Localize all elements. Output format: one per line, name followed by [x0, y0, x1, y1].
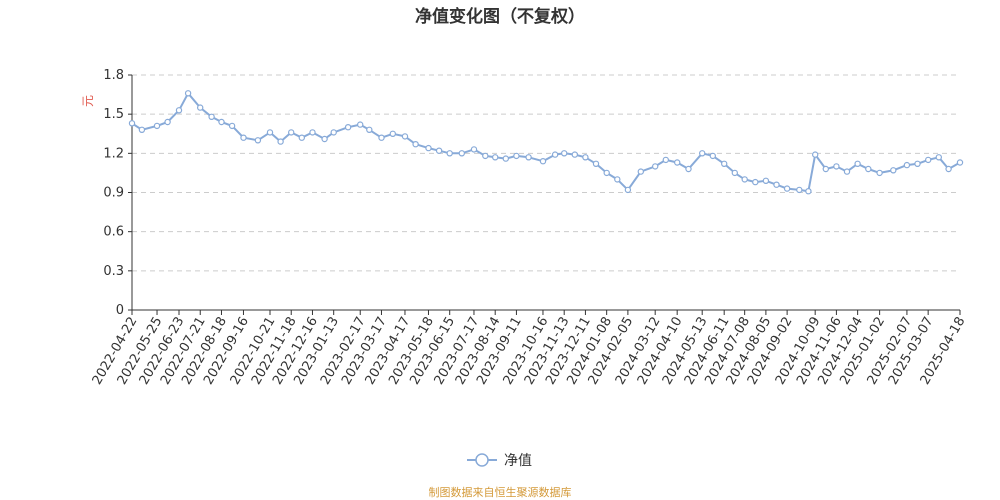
data-point[interactable]: [357, 121, 364, 128]
data-point[interactable]: [721, 160, 728, 167]
data-point[interactable]: [603, 169, 610, 177]
data-point[interactable]: [321, 135, 328, 143]
data-point[interactable]: [843, 168, 851, 175]
data-point[interactable]: [228, 122, 236, 130]
y-tick-label: 1.2: [103, 146, 124, 161]
data-point[interactable]: [890, 167, 897, 174]
data-point[interactable]: [208, 113, 215, 121]
data-point[interactable]: [196, 104, 204, 111]
data-point[interactable]: [854, 160, 861, 167]
data-point[interactable]: [539, 157, 547, 165]
legend-marker-icon: [475, 453, 489, 467]
y-tick-label: 0.6: [103, 225, 124, 240]
data-point[interactable]: [401, 133, 409, 140]
data-point[interactable]: [876, 169, 883, 177]
data-point[interactable]: [551, 151, 559, 158]
y-tick-label: 1.5: [103, 107, 124, 122]
data-point[interactable]: [470, 146, 478, 153]
data-point[interactable]: [956, 159, 964, 166]
legend[interactable]: 净值: [467, 453, 532, 469]
data-point[interactable]: [822, 165, 830, 173]
y-axis-ticks: 0 0.3 0.6 0.9 1.2 1.5 1.8: [103, 68, 132, 318]
data-point[interactable]: [412, 140, 419, 148]
data-point[interactable]: [935, 154, 943, 161]
data-point[interactable]: [685, 165, 692, 173]
data-point[interactable]: [945, 165, 952, 173]
data-point[interactable]: [865, 165, 872, 173]
y-axis-unit: 元: [81, 95, 95, 107]
data-point[interactable]: [561, 150, 568, 157]
data-point[interactable]: [330, 129, 337, 136]
y-tick-label: 1.8: [103, 68, 124, 83]
data-point[interactable]: [582, 154, 589, 161]
x-axis-ticks: 2022-04-222022-05-252022-06-232022-07-21…: [90, 310, 968, 387]
data-point[interactable]: [435, 147, 443, 154]
data-point[interactable]: [502, 155, 509, 162]
legend-label: 净值: [504, 453, 532, 469]
data-point[interactable]: [254, 137, 262, 144]
data-point[interactable]: [752, 178, 759, 186]
grid-lines: [132, 74, 960, 272]
data-point[interactable]: [805, 187, 812, 195]
data-point[interactable]: [903, 161, 911, 169]
series-points-layer: [128, 90, 964, 195]
data-point[interactable]: [741, 176, 748, 183]
data-point[interactable]: [513, 152, 520, 160]
chart-title: 净值变化图（不复权）: [415, 6, 585, 27]
source-credit: 制图数据来自恒生聚源数据库: [429, 485, 572, 499]
y-tick-label: 0.9: [103, 186, 124, 201]
data-point[interactable]: [709, 152, 717, 160]
data-point[interactable]: [833, 163, 840, 170]
data-point[interactable]: [458, 150, 465, 157]
data-point[interactable]: [298, 134, 305, 141]
data-point[interactable]: [914, 160, 921, 167]
data-point[interactable]: [592, 160, 600, 167]
data-point[interactable]: [153, 122, 161, 130]
data-point[interactable]: [674, 159, 681, 166]
data-point[interactable]: [175, 107, 183, 114]
data-point[interactable]: [624, 186, 632, 194]
data-point[interactable]: [164, 118, 171, 126]
data-point[interactable]: [492, 154, 499, 161]
data-point[interactable]: [637, 168, 645, 175]
y-tick-label: 0.3: [103, 264, 124, 279]
data-point[interactable]: [762, 177, 770, 184]
data-point[interactable]: [925, 156, 932, 164]
y-tick-label: 0: [116, 303, 124, 318]
data-point[interactable]: [138, 126, 146, 134]
data-point[interactable]: [614, 176, 621, 183]
data-point[interactable]: [731, 169, 739, 177]
data-point[interactable]: [266, 129, 274, 136]
data-point[interactable]: [571, 151, 579, 158]
data-point[interactable]: [425, 144, 432, 152]
data-point[interactable]: [773, 181, 780, 188]
data-point[interactable]: [240, 134, 247, 141]
data-point[interactable]: [218, 118, 225, 126]
data-point[interactable]: [184, 90, 192, 97]
data-point[interactable]: [389, 130, 396, 137]
data-point[interactable]: [309, 129, 316, 136]
data-point[interactable]: [796, 186, 803, 194]
data-point[interactable]: [783, 185, 791, 192]
data-point[interactable]: [277, 138, 284, 145]
data-point[interactable]: [366, 126, 373, 134]
data-point[interactable]: [662, 156, 670, 164]
data-point[interactable]: [482, 152, 489, 160]
data-point[interactable]: [378, 134, 385, 141]
data-point[interactable]: [812, 151, 819, 158]
data-point[interactable]: [288, 129, 295, 136]
data-point[interactable]: [652, 163, 659, 170]
data-point[interactable]: [344, 123, 352, 131]
data-point[interactable]: [446, 150, 453, 157]
data-point[interactable]: [525, 154, 532, 161]
data-point[interactable]: [128, 120, 136, 127]
data-point[interactable]: [699, 150, 706, 157]
